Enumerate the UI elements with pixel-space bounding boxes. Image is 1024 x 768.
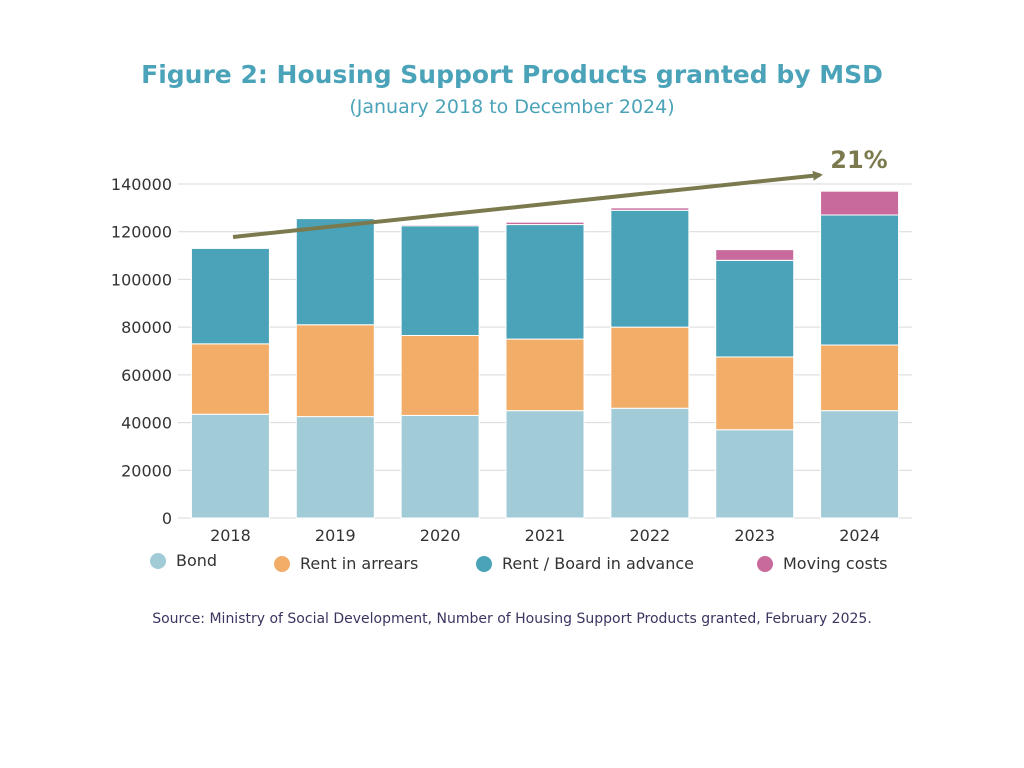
x-tick-label: 2024 bbox=[839, 526, 880, 545]
chart-subtitle: (January 2018 to December 2024) bbox=[349, 96, 675, 118]
x-tick-label: 2018 bbox=[210, 526, 251, 545]
legend-label: Rent in arrears bbox=[300, 554, 418, 573]
bar-segment bbox=[820, 410, 900, 519]
bar-segment bbox=[505, 221, 585, 226]
bar-segment bbox=[295, 324, 375, 418]
y-tick-label: 140000 bbox=[111, 175, 172, 194]
legend: Bond Rent in arrears Rent / Board in advan… bbox=[150, 551, 887, 573]
y-tick-label: 40000 bbox=[121, 414, 172, 433]
bar-segment bbox=[715, 259, 795, 358]
growth-annotation: 21% bbox=[830, 146, 887, 174]
y-axis-ticks: 0 20000 40000 60000 80000 100000 120000 140000 bbox=[111, 175, 172, 528]
x-tick-label: 2019 bbox=[315, 526, 356, 545]
bar-segment bbox=[295, 416, 375, 519]
legend-marker bbox=[476, 556, 492, 572]
x-tick-label: 2023 bbox=[734, 526, 775, 545]
bar-segment bbox=[400, 224, 480, 227]
y-tick-label: 120000 bbox=[111, 223, 172, 242]
bar-segment bbox=[400, 414, 480, 519]
bar-segment bbox=[610, 326, 690, 409]
bar-segment bbox=[820, 214, 900, 346]
bar-segment bbox=[610, 209, 690, 328]
legend-label: Rent / Board in advance bbox=[502, 554, 694, 573]
x-axis-ticks: 2018 2019 2020 2021 2022 2023 2024 bbox=[210, 526, 880, 545]
bar-segment bbox=[400, 225, 480, 336]
trend-arrow bbox=[232, 170, 823, 239]
legend-label: Moving costs bbox=[783, 554, 887, 573]
bar-segment bbox=[820, 344, 900, 412]
chart-title: Figure 2: Housing Support Products grant… bbox=[141, 60, 883, 89]
legend-marker bbox=[274, 556, 290, 572]
y-tick-label: 60000 bbox=[121, 366, 172, 385]
bar-segment bbox=[400, 334, 480, 416]
legend-marker bbox=[757, 556, 773, 572]
y-tick-label: 20000 bbox=[121, 461, 172, 480]
x-tick-label: 2020 bbox=[420, 526, 461, 545]
bar-segment bbox=[610, 207, 690, 211]
bar-segment bbox=[715, 356, 795, 431]
x-tick-label: 2022 bbox=[629, 526, 670, 545]
bar-segment bbox=[820, 190, 900, 216]
bar-segment bbox=[190, 413, 270, 519]
bar-segment bbox=[505, 224, 585, 340]
bar-segment bbox=[715, 429, 795, 519]
bar-segment bbox=[295, 218, 375, 326]
bar-segment bbox=[715, 249, 795, 261]
y-tick-label: 100000 bbox=[111, 270, 172, 289]
bar-segment bbox=[190, 343, 270, 415]
bar-segment bbox=[610, 407, 690, 519]
source-note: Source: Ministry of Social Development, … bbox=[152, 611, 872, 627]
bars bbox=[190, 190, 900, 519]
bar-segment bbox=[505, 410, 585, 519]
legend-marker bbox=[150, 553, 166, 569]
bar-segment bbox=[505, 338, 585, 412]
x-tick-label: 2021 bbox=[525, 526, 566, 545]
y-tick-label: 0 bbox=[162, 509, 172, 528]
bar-segment bbox=[190, 247, 270, 345]
legend-label: Bond bbox=[176, 551, 217, 570]
y-tick-label: 80000 bbox=[121, 318, 172, 337]
